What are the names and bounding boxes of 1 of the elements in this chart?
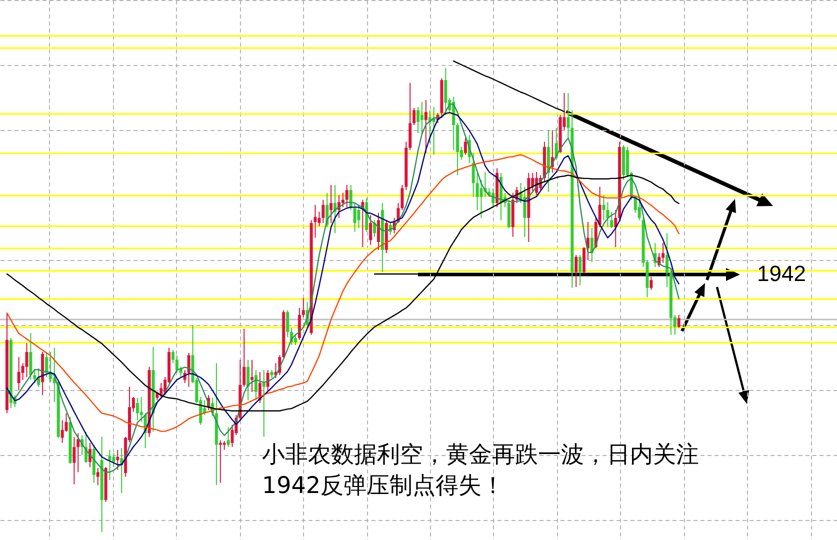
annotation: 小非农数据利空，黄金再跌一波，日内关注1942反弹压制点得失！ xyxy=(262,441,700,501)
